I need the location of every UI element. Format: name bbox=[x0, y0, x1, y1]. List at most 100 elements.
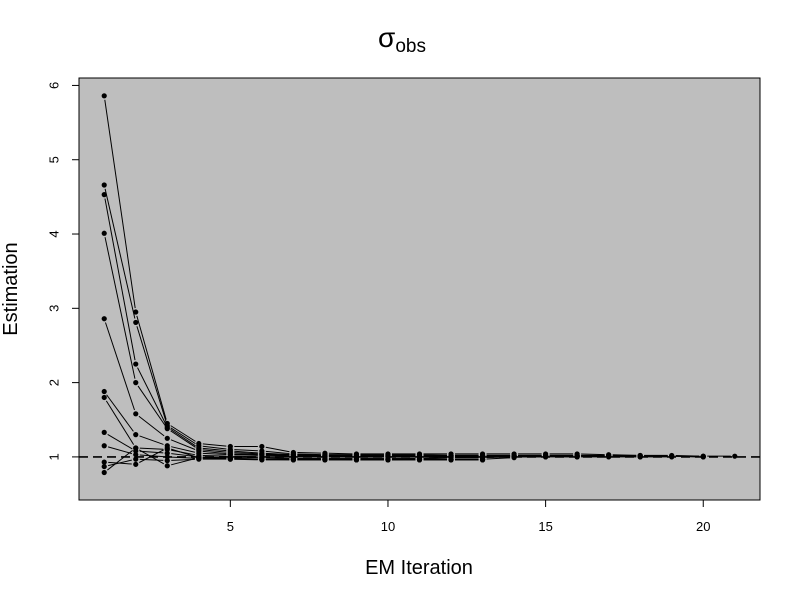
x-tick-label: 5 bbox=[227, 519, 234, 534]
data-point bbox=[259, 456, 265, 462]
series-segment bbox=[108, 459, 132, 467]
data-point bbox=[164, 445, 170, 451]
series-segment bbox=[486, 455, 511, 458]
y-tick-label: 5 bbox=[47, 156, 62, 163]
series-segment bbox=[265, 457, 290, 459]
data-point bbox=[416, 456, 423, 462]
data-point bbox=[133, 309, 139, 315]
series-segment bbox=[107, 450, 133, 471]
series-segment bbox=[486, 457, 511, 460]
data-point bbox=[385, 456, 391, 462]
series-segment bbox=[202, 455, 227, 457]
series-segment bbox=[297, 454, 321, 456]
series-segment bbox=[171, 446, 196, 453]
series-segment bbox=[171, 458, 196, 466]
data-point bbox=[669, 454, 675, 460]
data-point bbox=[637, 454, 643, 460]
series-segment bbox=[202, 447, 227, 452]
data-point bbox=[133, 432, 139, 438]
series-segment bbox=[297, 453, 321, 456]
data-point bbox=[732, 453, 738, 459]
series-segment bbox=[202, 445, 227, 450]
series-segment bbox=[486, 456, 511, 459]
data-point bbox=[259, 443, 265, 450]
series-segment bbox=[170, 448, 196, 457]
series-segment bbox=[234, 452, 258, 455]
y-tick-label: 1 bbox=[47, 453, 62, 460]
data-point bbox=[101, 469, 107, 476]
series-segment bbox=[139, 458, 164, 461]
series-segment bbox=[137, 367, 166, 424]
chart-title: σobs bbox=[378, 22, 426, 57]
data-point bbox=[133, 456, 139, 462]
data-point bbox=[133, 380, 139, 386]
series-segment bbox=[170, 430, 196, 448]
data-point bbox=[196, 455, 202, 461]
series-segment bbox=[106, 394, 134, 432]
data-point bbox=[101, 429, 107, 435]
series-segment bbox=[202, 443, 227, 447]
data-point bbox=[543, 454, 549, 460]
series-segment bbox=[171, 453, 195, 457]
series-segment bbox=[265, 446, 290, 453]
data-point bbox=[479, 456, 486, 462]
series-segment bbox=[328, 452, 353, 455]
series-segment bbox=[139, 447, 164, 450]
series-segment bbox=[171, 456, 195, 459]
plot-panel bbox=[78, 77, 761, 501]
series-segment bbox=[104, 99, 136, 309]
series-segment bbox=[170, 439, 196, 450]
series-segment bbox=[675, 455, 700, 458]
data-point bbox=[574, 454, 580, 460]
series-segment bbox=[234, 455, 258, 458]
series-segment bbox=[297, 452, 321, 454]
data-point bbox=[448, 456, 454, 462]
data-point bbox=[101, 459, 107, 465]
series-segment bbox=[136, 326, 167, 423]
series-segment bbox=[202, 450, 227, 455]
series-segment bbox=[549, 455, 574, 458]
y-tick-label: 4 bbox=[47, 230, 62, 237]
data-point bbox=[133, 445, 139, 451]
series-segment bbox=[202, 456, 227, 459]
data-point bbox=[101, 463, 107, 470]
y-axis-title: Estimation bbox=[0, 242, 22, 335]
y-tick-label: 3 bbox=[47, 305, 62, 312]
series-segment bbox=[234, 450, 258, 454]
data-point bbox=[227, 455, 233, 461]
x-tick-label: 10 bbox=[381, 519, 395, 534]
series-segment bbox=[105, 322, 135, 411]
series-segment bbox=[234, 454, 258, 456]
series-segment bbox=[581, 453, 605, 456]
data-point bbox=[164, 458, 170, 464]
data-point bbox=[133, 361, 139, 367]
series-segment bbox=[265, 453, 290, 456]
series-segment bbox=[104, 198, 136, 361]
data-point bbox=[133, 319, 139, 326]
data-point bbox=[133, 461, 139, 467]
data-point bbox=[101, 182, 107, 188]
data-point bbox=[353, 456, 360, 462]
series-segment bbox=[202, 449, 227, 453]
data-point bbox=[101, 316, 107, 322]
series-segment bbox=[138, 449, 165, 465]
data-point bbox=[101, 443, 107, 449]
series-segment bbox=[234, 458, 258, 461]
series-segment bbox=[202, 457, 227, 459]
data-point bbox=[164, 450, 170, 456]
series-segment bbox=[105, 400, 135, 445]
data-point bbox=[133, 411, 139, 417]
series-segment bbox=[170, 428, 196, 447]
series-segment bbox=[137, 385, 166, 426]
data-point bbox=[606, 454, 612, 460]
data-point bbox=[164, 435, 170, 441]
data-point bbox=[101, 93, 107, 99]
data-point bbox=[322, 456, 328, 462]
chart-title-main: σ bbox=[378, 22, 395, 53]
y-tick-label: 6 bbox=[47, 82, 62, 89]
series-segment bbox=[170, 425, 196, 442]
data-point bbox=[101, 388, 107, 395]
data-point bbox=[164, 454, 170, 460]
series-segment bbox=[234, 453, 258, 456]
